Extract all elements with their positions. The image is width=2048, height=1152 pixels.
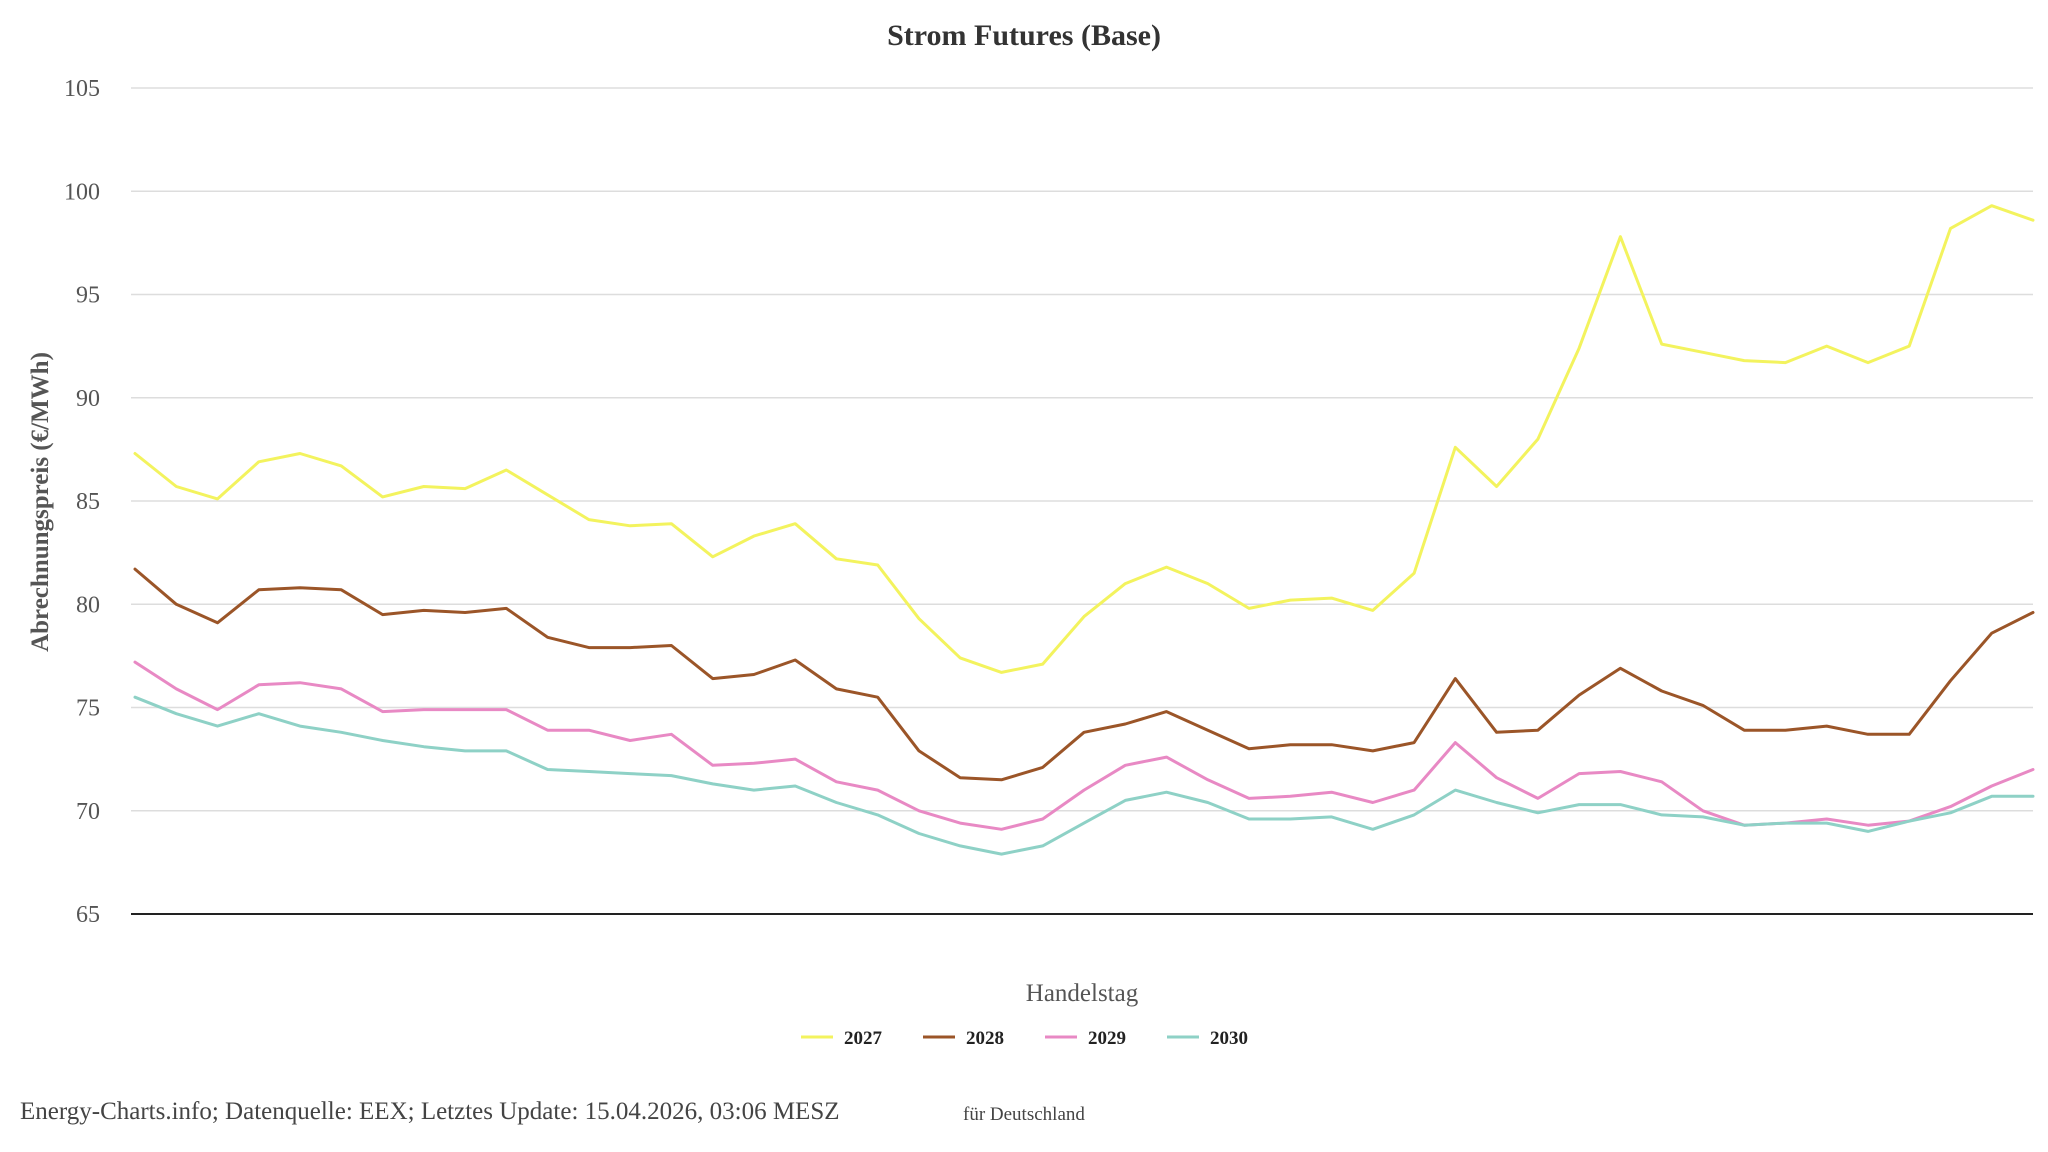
legend-label: 2027 (844, 1028, 883, 1049)
y-tick-label: 65 (76, 902, 100, 928)
series-lines (133, 204, 2035, 856)
legend-label: 2030 (1210, 1028, 1248, 1049)
legend-label: 2028 (966, 1028, 1004, 1049)
series-line-2027[interactable] (133, 204, 2035, 674)
series-line-2028[interactable] (133, 567, 2035, 782)
series-line-2030[interactable] (133, 695, 2035, 856)
y-tick-label: 85 (76, 489, 100, 515)
y-tick-label: 90 (76, 386, 100, 412)
gridlines (131, 87, 2033, 812)
chart-title: Strom Futures (Base) (887, 19, 1161, 52)
y-tick-label: 100 (64, 179, 100, 205)
legend-item-2027[interactable]: 2027 (801, 1028, 883, 1049)
y-tick-label: 95 (76, 283, 100, 309)
legend-label: 2029 (1088, 1028, 1126, 1049)
credits-text[interactable]: Energy-Charts.info; Datenquelle: EEX; Le… (20, 1098, 840, 1125)
legend-item-2029[interactable]: 2029 (1045, 1028, 1126, 1049)
region-label: für Deutschland (963, 1104, 1085, 1125)
y-axis-ticks: 65 70 75 80 85 90 95 100 105 (64, 76, 100, 928)
y-tick-label: 80 (76, 592, 100, 618)
y-tick-label: 75 (76, 696, 100, 722)
legend-item-2030[interactable]: 2030 (1167, 1028, 1248, 1049)
y-tick-label: 70 (76, 799, 100, 825)
y-axis-title: Abrechnungspreis (€/MWh) (27, 352, 54, 652)
legend-item-2028[interactable]: 2028 (923, 1028, 1004, 1049)
series-line-2029[interactable] (133, 660, 2035, 831)
x-axis-title: Handelstag (1026, 980, 1139, 1007)
legend[interactable]: 2027 2028 2029 2030 (801, 1028, 1248, 1049)
y-tick-label: 105 (64, 76, 100, 102)
